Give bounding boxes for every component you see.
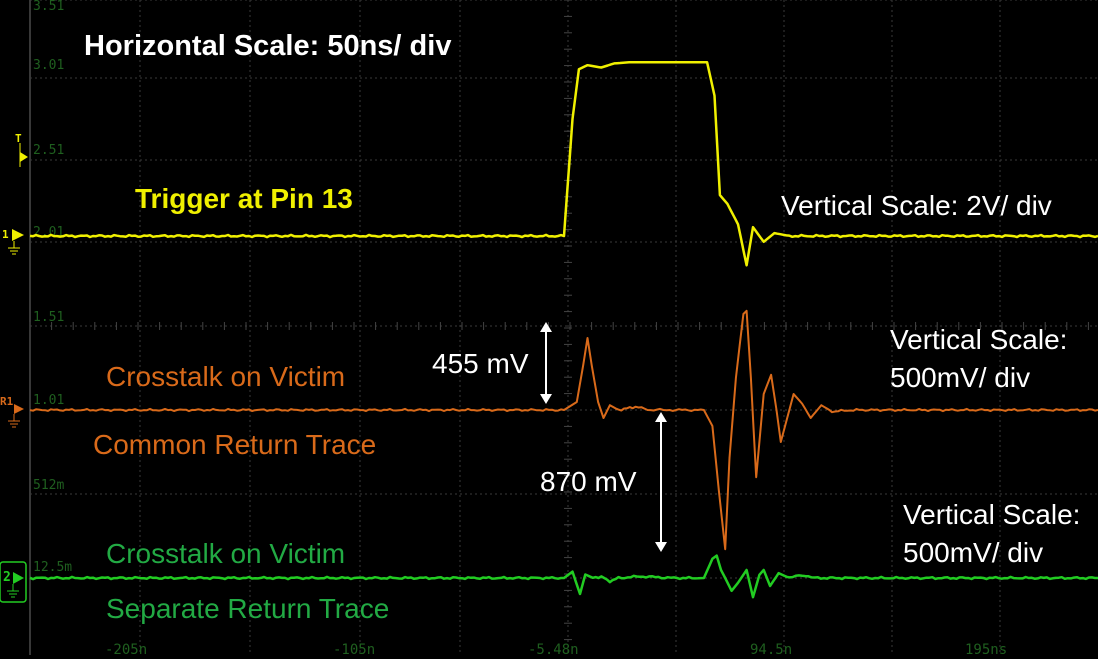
scale-label-512m: 512m bbox=[33, 478, 64, 493]
ch1-marker-label: 1 bbox=[2, 228, 9, 241]
r1-ground-marker[interactable]: R1 bbox=[0, 395, 24, 428]
trace-separate-return bbox=[29, 554, 1098, 599]
measurement-455: 455 mV bbox=[432, 322, 552, 404]
trace-common-return bbox=[29, 309, 1098, 551]
measurement-870: 870 mV bbox=[540, 412, 667, 552]
common-return-label-line1: Crosstalk on Victim bbox=[106, 361, 345, 392]
measure-870-label: 870 mV bbox=[540, 466, 637, 497]
time-tick-label: -105n bbox=[333, 642, 375, 658]
vertical-scale-r1-line1: Vertical Scale: bbox=[890, 324, 1067, 355]
vertical-scale-ch2-line1: Vertical Scale: bbox=[903, 499, 1080, 530]
scale-label-1.01: 1.01 bbox=[33, 393, 64, 408]
scale-label-3.01: 3.01 bbox=[33, 58, 64, 73]
scale-label-1.51: 1.51 bbox=[33, 310, 64, 325]
trigger-label: Trigger at Pin 13 bbox=[135, 183, 353, 214]
time-tick-label: 94.5n bbox=[750, 642, 792, 658]
channel-markers: T 1 R1 2 bbox=[0, 132, 28, 603]
arrow-down-icon bbox=[540, 394, 552, 404]
vertical-scale-ch2-line2: 500mV/ div bbox=[903, 537, 1043, 568]
arrow-up-icon bbox=[540, 322, 552, 332]
annotations: Horizontal Scale: 50ns/ div Trigger at P… bbox=[84, 30, 1080, 624]
separate-return-label-line1: Crosstalk on Victim bbox=[106, 538, 345, 569]
trigger-arrow-icon bbox=[20, 152, 28, 162]
r1-arrow-icon bbox=[14, 404, 24, 414]
scale-label-3.51: 3.51 bbox=[33, 0, 64, 14]
trace-trigger-pin13 bbox=[29, 61, 1098, 267]
ch1-ground-marker[interactable]: 1 bbox=[2, 228, 24, 255]
arrow-down-icon bbox=[655, 542, 667, 552]
common-return-label-line2: Common Return Trace bbox=[93, 429, 376, 460]
r1-marker-label: R1 bbox=[0, 395, 14, 408]
scale-label-12.5m: 12.5m bbox=[33, 560, 72, 575]
ch2-ground-marker[interactable]: 2 bbox=[0, 561, 27, 603]
measure-455-label: 455 mV bbox=[432, 348, 529, 379]
vertical-scale-r1-line2: 500mV/ div bbox=[890, 362, 1030, 393]
time-tick-label: -5.48n bbox=[528, 642, 579, 658]
ch2-arrow-icon bbox=[13, 572, 24, 584]
horizontal-scale-label: Horizontal Scale: 50ns/ div bbox=[84, 30, 451, 62]
time-axis-labels: -205n -105n -5.48n 94.5n 195ns bbox=[105, 642, 1007, 658]
trigger-level-marker[interactable]: T bbox=[15, 132, 28, 167]
time-tick-label: 195ns bbox=[965, 642, 1007, 658]
arrow-up-icon bbox=[655, 412, 667, 422]
separate-return-label-line2: Separate Return Trace bbox=[106, 593, 389, 624]
scale-labels: 3.51 3.01 2.51 2.01 1.51 1.01 512m 12.5m bbox=[33, 0, 72, 575]
scale-label-2.51: 2.51 bbox=[33, 143, 64, 158]
time-tick-label: -205n bbox=[105, 642, 147, 658]
vertical-scale-ch1: Vertical Scale: 2V/ div bbox=[781, 190, 1052, 221]
trigger-marker-label: T bbox=[15, 132, 22, 145]
waveforms bbox=[29, 61, 1098, 599]
ch2-marker-label: 2 bbox=[3, 570, 11, 585]
ch1-arrow-icon bbox=[12, 229, 24, 241]
